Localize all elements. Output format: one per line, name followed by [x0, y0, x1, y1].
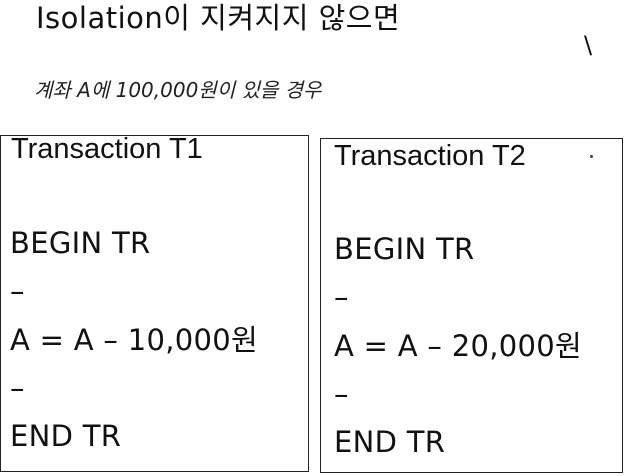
transaction-t2-box: Transaction T2 BEGIN TR – A = A – 20,000…	[320, 138, 623, 473]
t2-line-end: END TR	[334, 425, 446, 459]
t1-line-separator-2: –	[10, 371, 25, 405]
page-subtitle: 계좌 A에 100,000원이 있을 경우	[34, 78, 322, 102]
t1-line-operation: A = A – 10,000원	[10, 323, 259, 357]
t2-line-operation: A = A – 20,000원	[334, 329, 583, 363]
transaction-t1-title: Transaction T1	[11, 133, 203, 165]
t1-line-begin: BEGIN TR	[10, 226, 151, 260]
t2-line-begin: BEGIN TR	[334, 232, 475, 266]
transaction-t1-box: Transaction T1 BEGIN TR – A = A – 10,000…	[0, 133, 309, 472]
t2-line-separator-1: –	[334, 280, 349, 314]
page-title: Isolation이 지켜지지 않으면	[36, 1, 401, 35]
stray-dot	[590, 155, 593, 158]
t1-line-end: END TR	[10, 419, 122, 453]
stray-mark: \	[584, 31, 593, 59]
t2-line-separator-2: –	[334, 377, 349, 411]
t1-line-separator-1: –	[10, 274, 25, 308]
transaction-t2-title: Transaction T2	[334, 140, 526, 172]
